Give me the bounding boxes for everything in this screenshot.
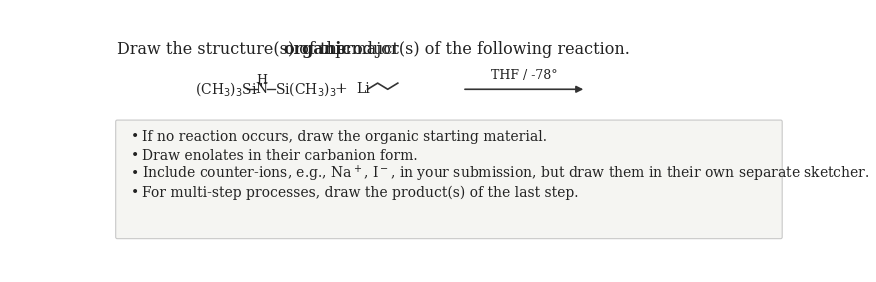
Text: organic: organic xyxy=(284,41,352,58)
Text: product(s) of the following reaction.: product(s) of the following reaction. xyxy=(329,41,630,58)
Text: THF / -78°: THF / -78° xyxy=(491,69,557,81)
Text: For multi-step processes, draw the product(s) of the last step.: For multi-step processes, draw the produ… xyxy=(142,186,578,201)
Text: Draw enolates in their carbanion form.: Draw enolates in their carbanion form. xyxy=(142,149,418,162)
FancyBboxPatch shape xyxy=(116,120,782,239)
Text: Draw the structure(s) of the major: Draw the structure(s) of the major xyxy=(117,41,404,58)
Text: Include counter-ions, e.g., Na$^+$, I$^-$, in your submission, but draw them in : Include counter-ions, e.g., Na$^+$, I$^-… xyxy=(142,164,870,184)
Text: If no reaction occurs, draw the organic starting material.: If no reaction occurs, draw the organic … xyxy=(142,130,547,144)
Text: +: + xyxy=(334,82,347,96)
Text: •: • xyxy=(131,186,139,200)
Text: •: • xyxy=(131,149,139,162)
Text: •: • xyxy=(131,130,139,144)
Text: H: H xyxy=(256,74,267,87)
Text: N: N xyxy=(255,82,267,96)
Text: (CH$_3$)$_3$Si: (CH$_3$)$_3$Si xyxy=(194,80,258,98)
Text: Si(CH$_3$)$_3$: Si(CH$_3$)$_3$ xyxy=(274,80,336,98)
Text: Li: Li xyxy=(356,82,370,96)
Text: •: • xyxy=(131,167,139,181)
